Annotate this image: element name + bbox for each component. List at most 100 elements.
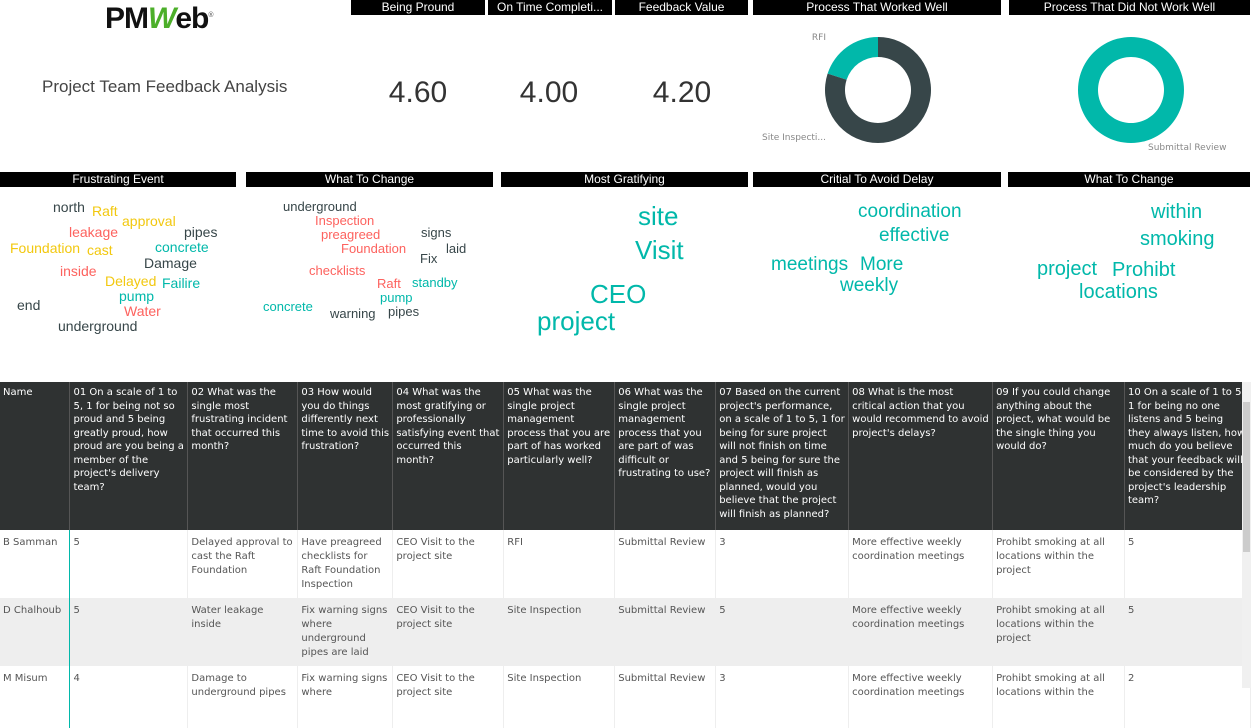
wordcloud-word[interactable]: inside [60,263,97,279]
column-header[interactable]: 02 What was the single most frustrating … [187,382,299,530]
column-header[interactable]: 06 What was the single project managemen… [614,382,717,530]
table-cell: More effective weekly coordination meeti… [848,598,994,666]
table-cell: Submittal Review [614,666,717,728]
wordcloud-word[interactable]: cast [87,242,113,258]
donut-slice[interactable] [1077,37,1184,143]
column-header[interactable]: Name [0,382,71,530]
wordcloud-word[interactable]: approval [122,213,176,229]
donut-label: Site Inspecti... [762,133,826,143]
wordcloud-word[interactable]: leakage [69,224,119,240]
column-header[interactable]: 05 What was the single project managemen… [503,382,616,530]
wordcloud-word[interactable]: preagreed [321,227,381,242]
table-cell: Fix warning signs where underground pipe… [297,598,394,666]
wordcloud-word[interactable]: Prohibt [1112,259,1176,281]
wordcloud-word[interactable]: Delayed [105,273,157,289]
kpi-title-being-proud: Being Pround [351,0,485,15]
scrollbar-thumb[interactable] [1243,402,1250,552]
wordcloud-word[interactable]: Damage [144,255,197,271]
donut-title-worked-well: Process That Worked Well [753,0,1001,15]
kpi-title-on-time: On Time Completi... [488,0,612,15]
table-cell: Prohibt smoking at all locations within … [992,598,1125,666]
wordcloud-word[interactable]: concrete [155,239,209,255]
wordcloud-word[interactable]: Visit [635,235,684,265]
wordcloud-word[interactable]: meetings [771,254,849,275]
wordcloud-word[interactable]: site [638,201,679,231]
registered-mark: ® [208,12,213,19]
wordcloud-word[interactable]: project [1037,258,1098,280]
pmweb-logo: PMWeb® [105,2,214,36]
feedback-table: Name 01 On a scale of 1 to 5, 1 for being… [0,382,1251,728]
table-cell: Damage to underground pipes [187,666,299,728]
row-name-cell: M Misum [0,666,71,728]
table-row[interactable]: B Samman 5 Delayed approval to cast the Ra… [0,530,1251,598]
wordcloud-word[interactable]: pipes [388,304,420,319]
wordcloud-word[interactable]: CEO [590,279,647,309]
wordcloud-word[interactable]: Raft [92,203,118,219]
table-cell: Fix warning signs where [297,666,394,728]
wordcloud-word[interactable]: Foundation [10,240,81,256]
row-name-cell: D Chalhoub [0,598,71,666]
table-cell: Submittal Review [614,598,717,666]
wordcloud-word[interactable]: Foundation [341,241,407,256]
wordcloud-word[interactable]: More [860,254,904,275]
column-header[interactable]: 09 If you could change anything about th… [992,382,1125,530]
wordcloud-word[interactable]: standby [412,275,458,290]
table-cell: CEO Visit to the project site [392,530,505,598]
table-row[interactable]: M Misum 4 Damage to underground pipes Fix w… [0,666,1251,728]
column-header[interactable]: 10 On a scale of 1 to 5, 1 for being no … [1124,382,1251,530]
table-cell: Site Inspection [503,598,616,666]
wordcloud-word[interactable]: Failire [162,275,201,291]
table-cell: 5 [1124,598,1251,666]
wordcloud-word[interactable]: warning [330,306,376,321]
wordcloud-word[interactable]: smoking [1140,228,1215,250]
wordcloud-word[interactable]: effective [879,225,950,246]
wordcloud-word[interactable]: north [53,199,85,215]
wordcloud-title: Critial To Avoid Delay [753,172,1001,187]
wordcloud-word[interactable]: Inspection [315,213,375,228]
wordcloud-word[interactable]: Fix [420,251,438,266]
table-cell: More effective weekly coordination meeti… [848,666,994,728]
kpi-value-feedback: 4.20 [652,76,712,109]
table-scrollbar[interactable] [1242,382,1251,688]
wordcloud-word[interactable]: coordination [858,201,962,222]
table-cell: 5 [1124,530,1251,598]
wordcloud-word[interactable]: signs [421,225,452,240]
logo-text-end: eb [175,2,209,35]
table-cell: Site Inspection [503,666,616,728]
wordcloud-word[interactable]: pump [380,290,413,305]
wordcloud-word[interactable]: within [1151,201,1203,223]
kpi-value-being-proud: 4.60 [388,76,448,109]
donut-slice[interactable] [825,37,931,143]
table-cell: 3 [715,666,850,728]
column-header[interactable]: 08 What is the most critical action that… [848,382,994,530]
wordcloud-word[interactable]: pipes [184,224,218,240]
wordcloud-word[interactable]: Water [124,303,161,319]
kpi-value-on-time: 4.00 [519,76,579,109]
column-header[interactable]: 07 Based on the current project's perfor… [715,382,850,530]
donut-charts [825,37,1184,143]
wordcloud-word[interactable]: project [537,306,616,336]
wordcloud-title: Most Gratifying [501,172,748,187]
wordcloud-word[interactable]: laid [446,241,467,256]
row-name-cell: B Samman [0,530,71,598]
table-cell: CEO Visit to the project site [392,598,505,666]
wordcloud-word[interactable]: Raft [377,276,401,291]
wordcloud-word[interactable]: concrete [263,299,313,314]
table-cell: Have preagreed checklists for Raft Found… [297,530,394,598]
wordcloud-word[interactable]: weekly [840,275,899,296]
column-header[interactable]: 04 What was the most gratifying or profe… [392,382,505,530]
column-header[interactable]: 03 How would you do things differently n… [297,382,394,530]
table-cell: 5 [69,598,189,666]
column-header[interactable]: 01 On a scale of 1 to 5, 1 for being not… [69,382,189,530]
wordcloud-word[interactable]: locations [1079,281,1158,303]
table-cell: Prohibt smoking at all locations within … [992,666,1125,728]
table-row[interactable]: D Chalhoub 5 Water leakage inside Fix warni… [0,598,1251,666]
logo-text-w: W [148,2,176,35]
wordcloud-word[interactable]: underground [283,199,357,214]
wordcloud-word[interactable]: underground [58,318,138,334]
wordcloud-word[interactable]: end [17,297,41,313]
table-cell: 3 [715,530,850,598]
donut-slice[interactable] [827,37,878,80]
wordcloud-word[interactable]: checklists [309,263,366,278]
wordcloud-word[interactable]: pump [119,288,155,304]
